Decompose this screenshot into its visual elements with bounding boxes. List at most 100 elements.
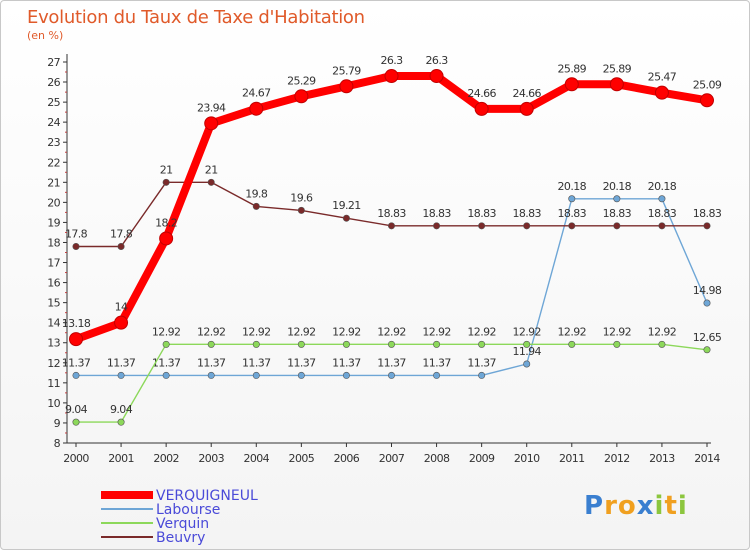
data-point (433, 340, 441, 348)
x-tick-label: 2000 (63, 452, 89, 465)
data-point (72, 242, 80, 250)
data-point (703, 299, 711, 307)
data-point (429, 69, 444, 84)
y-tick-label: 20 (47, 196, 60, 209)
y-tick-label: 14 (47, 317, 60, 330)
data-label: 12.92 (152, 325, 181, 338)
data-point (252, 371, 260, 379)
data-point (703, 346, 711, 354)
logo-letter: i (677, 491, 688, 521)
data-label: 25.47 (648, 71, 677, 84)
x-tick-label: 2006 (334, 452, 360, 465)
logo-letter: o (617, 491, 637, 521)
data-label: 11.37 (467, 356, 496, 369)
data-point (387, 340, 395, 348)
data-label: 25.89 (603, 62, 632, 75)
data-point (162, 178, 170, 186)
data-point (117, 418, 125, 426)
data-point (297, 340, 305, 348)
data-label: 14.98 (693, 284, 722, 297)
data-point (72, 418, 80, 426)
data-point (564, 77, 579, 92)
data-label: 25.89 (558, 62, 587, 75)
data-label: 11.37 (287, 356, 316, 369)
plot-area: 11.37 11.37 11.37 11.37 11.37 11.37 11.37 11.37… (62, 54, 722, 426)
data-label: 21 (205, 163, 218, 176)
data-label: 19.8 (245, 187, 268, 200)
chart-title: Evolution du Taux de Taxe d'Habitation (27, 7, 365, 28)
data-label: 12.92 (558, 325, 587, 338)
data-label: 13.18 (62, 317, 91, 330)
series-labourse: 11.37 11.37 11.37 11.37 11.37 11.37 11.37 11.37… (62, 180, 722, 379)
data-label: 20.18 (603, 180, 632, 193)
data-point (117, 242, 125, 250)
data-point (433, 222, 441, 230)
logo-letter: i (654, 491, 665, 521)
data-point (342, 340, 350, 348)
data-label: 11.94 (512, 345, 541, 358)
data-point (478, 340, 486, 348)
chart-subtitle: (en %) (27, 29, 64, 42)
data-point (387, 222, 395, 230)
y-tick-label: 26 (47, 76, 60, 89)
data-point (342, 371, 350, 379)
data-label: 19.6 (290, 191, 313, 204)
data-label: 18.83 (603, 207, 632, 220)
y-tick-label: 23 (47, 136, 60, 149)
data-label: 12.65 (693, 331, 722, 344)
y-tick-label: 13 (47, 337, 60, 350)
data-point (162, 340, 170, 348)
data-point (523, 222, 531, 230)
data-point (478, 371, 486, 379)
data-point (568, 340, 576, 348)
data-label: 12.92 (648, 325, 677, 338)
y-tick-label: 16 (47, 277, 60, 290)
x-tick-label: 2004 (243, 452, 269, 465)
data-label: 26.3 (380, 54, 403, 67)
y-tick-label: 11 (47, 377, 60, 390)
data-point (207, 340, 215, 348)
y-tick-label: 25 (47, 96, 60, 109)
data-point (72, 371, 80, 379)
y-tick-label: 12 (47, 357, 60, 370)
data-point (252, 202, 260, 210)
data-point (478, 222, 486, 230)
data-label: 12.92 (467, 325, 496, 338)
x-tick-label: 2002 (153, 452, 179, 465)
logo-letter: x (636, 491, 655, 521)
data-point (249, 101, 264, 116)
data-point (700, 93, 714, 108)
data-point (297, 206, 305, 214)
data-label: 11.37 (377, 356, 406, 369)
x-tick-label: 2007 (379, 452, 405, 465)
data-point (523, 340, 531, 348)
logo-letter: t (664, 491, 678, 521)
data-point (387, 371, 395, 379)
data-label: 25.09 (693, 78, 722, 91)
data-label: 12.92 (287, 325, 316, 338)
data-label: 24.66 (512, 87, 541, 100)
x-tick-label: 2010 (514, 452, 540, 465)
data-point (297, 371, 305, 379)
data-label: 12.92 (242, 325, 271, 338)
data-label: 11.37 (332, 356, 361, 369)
series-verquin: 9.04 9.04 12.92 12.92 12.92 12.92 12.92 12.92 12… (65, 325, 722, 426)
axes: 8 9 10 11 12 13 14 15 16 17 18 19 20 21 22 23 24 25 26 27 20… (47, 54, 721, 465)
data-point (207, 371, 215, 379)
data-point (433, 371, 441, 379)
data-point (613, 340, 621, 348)
legend-label: Labourse (156, 502, 220, 518)
data-label: 23.94 (197, 101, 226, 114)
y-tick-label: 10 (47, 397, 60, 410)
data-label: 11.37 (62, 356, 91, 369)
data-point (613, 195, 621, 203)
data-label: 24.66 (467, 87, 496, 100)
x-tick-label: 2011 (559, 452, 585, 465)
data-label: 18.83 (422, 207, 451, 220)
data-label: 12.92 (512, 325, 541, 338)
data-point (114, 315, 129, 330)
data-point (519, 101, 534, 116)
